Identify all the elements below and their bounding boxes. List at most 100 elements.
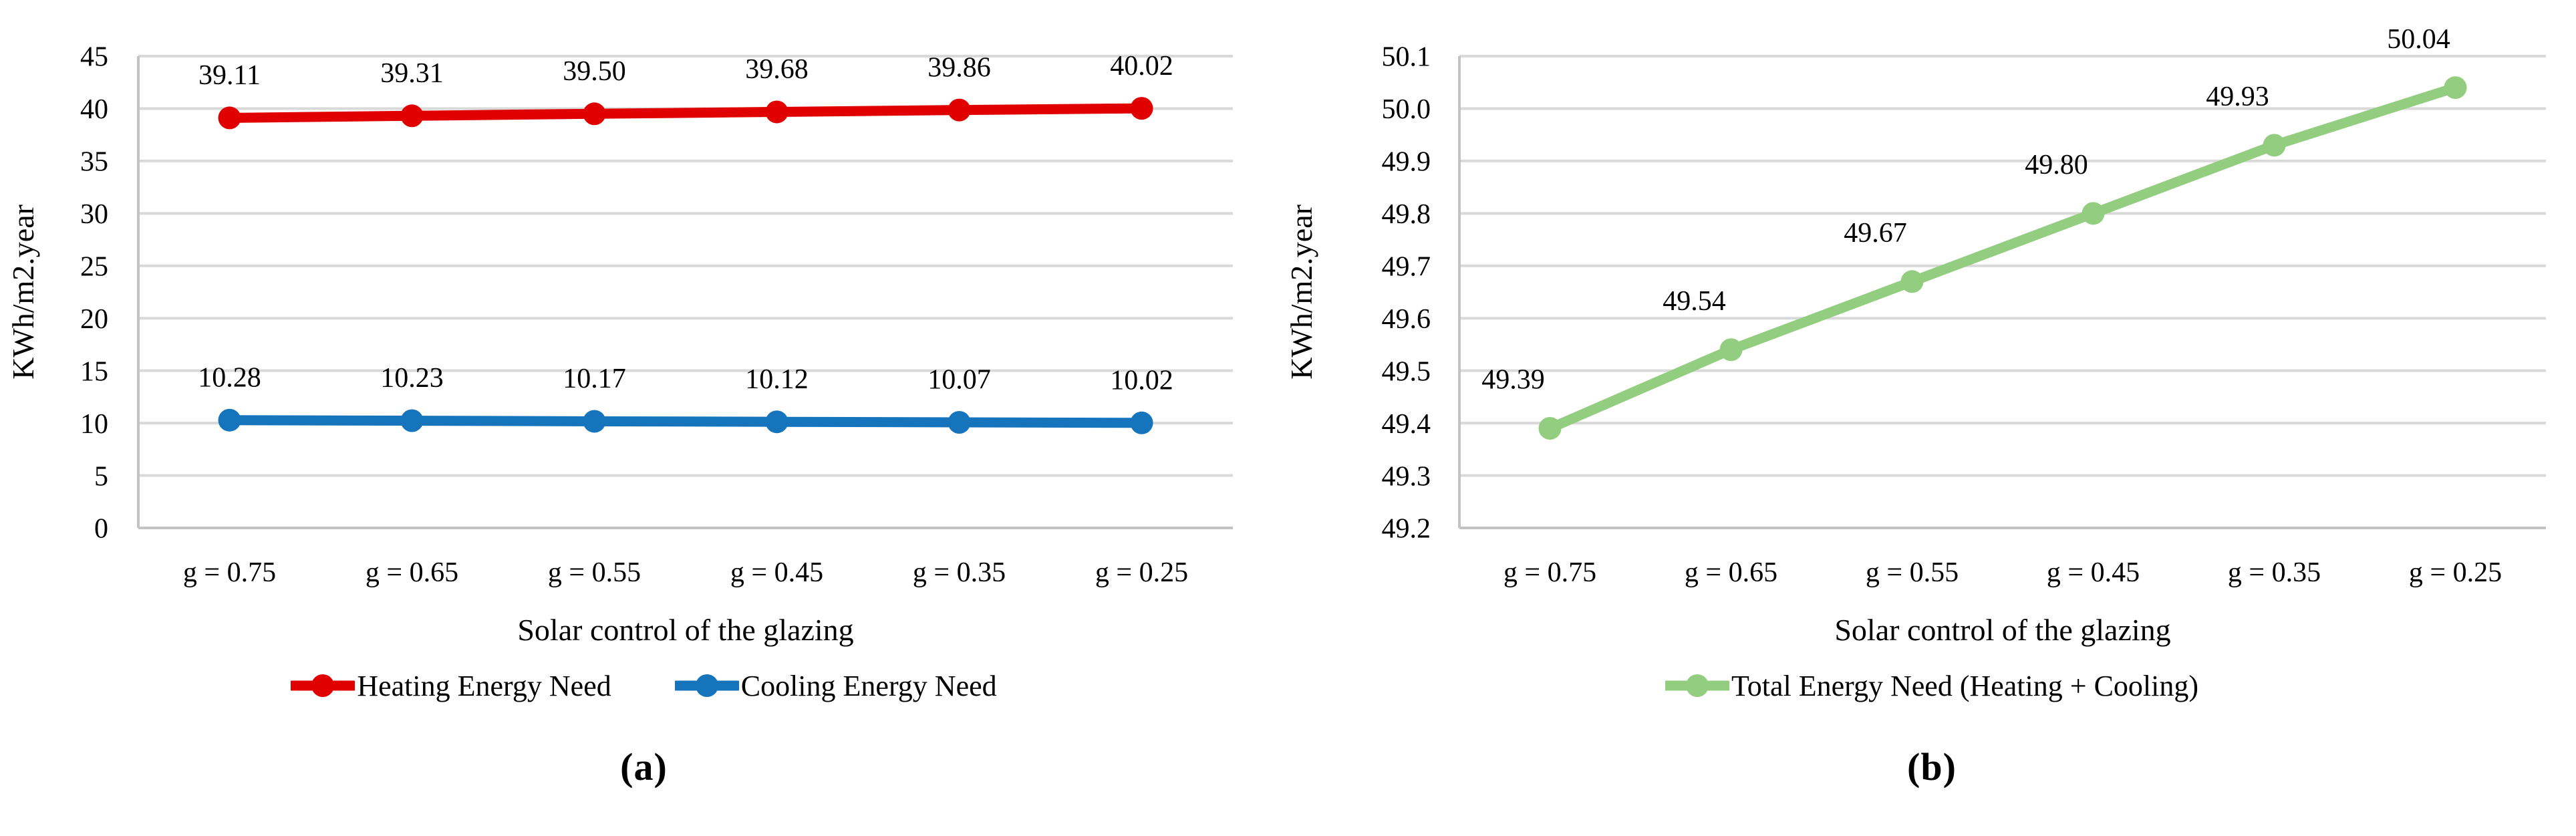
x-tick-label: g = 0.55 [548,557,641,588]
gridlines [138,55,1233,529]
panel-a-caption: (a) [0,744,1288,789]
x-tick-label: g = 0.45 [730,557,823,588]
series-line [1545,82,2460,434]
series: 10.28 10.23 10.17 10.12 10.07 10.02 [198,362,1173,434]
data-point-marker [948,98,971,122]
data-label: 10.28 [198,362,261,393]
data-point-marker [218,408,241,432]
data-label: 10.23 [380,363,444,394]
data-label: 39.68 [745,54,809,85]
y-tick-label: 49.8 [1382,199,1431,230]
data-point-marker [1719,338,1743,362]
data-point-marker [218,106,241,130]
data-point-marker [1130,97,1153,120]
legend-dot [695,674,718,697]
y-tick-label: 49.4 [1382,409,1431,440]
y-tick-label: 40 [80,94,108,125]
x-tick-label: g = 0.35 [2228,557,2321,588]
panel-b-caption: (b) [1288,744,2576,789]
x-tick-label: g = 0.25 [2409,557,2502,588]
data-point-marker [1900,270,1924,293]
data-point-marker [583,102,606,126]
legend-dot [311,674,335,697]
y-tick-label: 25 [80,251,108,282]
data-label: 49.93 [2206,82,2269,112]
data-point-marker [765,410,789,434]
y-tick-label: 35 [80,147,108,178]
series: 39.11 39.31 39.50 39.68 39.86 40.02 [198,51,1173,130]
axis-lines [137,56,1233,529]
y-tick-label: 49.9 [1382,147,1431,178]
y-tick-labels: 0 5 10 15 20 25 30 35 40 45 [80,42,108,545]
legend-item: Total Energy Need (Heating + Cooling) [1665,669,2198,703]
x-tick-labels: g = 0.75 g = 0.65 g = 0.55 g = 0.45 g = 0.35… [183,557,1188,588]
data-label: 49.39 [1481,365,1545,396]
y-tick-labels: 49.2 49.3 49.4 49.5 49.6 49.7 49.8 49.9 50.0 50.1 [1382,42,1431,545]
data-point-marker [948,411,971,434]
y-tick-label: 49.7 [1382,251,1431,282]
data-point-marker [2263,134,2286,157]
legend-marker-icon [1665,674,1729,697]
legend-marker-icon [674,674,739,697]
data-point-marker [2444,76,2467,100]
data-point-marker [1130,411,1153,434]
x-tick-label: g = 0.75 [1504,557,1596,588]
y-tick-label: 49.5 [1382,356,1431,387]
y-tick-label: 45 [80,42,108,73]
data-point-marker [765,100,789,124]
x-tick-label: g = 0.75 [183,557,276,588]
panel-a: 0 5 10 15 20 25 30 35 40 45 KWh/m2.year 39.11 39.31 3… [0,42,1288,789]
caption-a-text: (a) [620,745,668,789]
y-tick-label: 15 [80,356,108,387]
y-tick-label: 5 [94,461,108,492]
y-tick-label: 0 [94,514,108,545]
caption-b-text: (b) [1907,745,1957,789]
data-label: 39.50 [563,56,626,87]
chart-a-legend: Heating Energy Need Cooling Energy Need [0,662,1288,710]
data-label: 50.04 [2387,24,2450,55]
legend-item: Cooling Energy Need [674,669,997,703]
legend-item: Heating Energy Need [291,669,611,703]
data-point-marker [2082,202,2105,225]
series: 49.39 49.54 49.67 49.80 49.93 50.04 [1481,24,2467,440]
y-tick-label: 50.0 [1382,94,1431,125]
data-label: 49.67 [1844,218,1907,249]
data-label: 10.02 [1110,365,1173,396]
data-point-marker [1538,416,1562,440]
gridlines [1459,55,2546,529]
x-tick-label: g = 0.35 [913,557,1006,588]
legend-marker-icon [291,674,355,697]
data-label: 39.11 [198,60,261,91]
data-label: 40.02 [1110,51,1173,82]
legend-label: Total Energy Need (Heating + Cooling) [1731,669,2199,702]
data-label: 39.86 [927,52,991,83]
x-tick-label: g = 0.45 [2047,557,2140,588]
y-tick-label: 49.2 [1382,514,1431,545]
chart-b-legend: Total Energy Need (Heating + Cooling) [1288,662,2576,710]
series-line [225,103,1147,123]
y-axis-title: KWh/m2.year [6,204,40,380]
data-point-marker [400,409,424,432]
x-tick-label: g = 0.55 [1866,557,1959,588]
y-tick-label: 10 [80,409,108,440]
data-label: 10.12 [745,364,809,395]
y-tick-label: 20 [80,304,108,335]
x-tick-label: g = 0.25 [1095,557,1188,588]
legend-label: Heating Energy Need [357,669,611,702]
x-tick-label: g = 0.65 [366,557,458,588]
y-axis-title: KWh/m2.year [1288,204,1318,380]
data-label: 10.17 [563,364,626,394]
data-label: 49.54 [1663,286,1726,317]
panel-b: 49.2 49.3 49.4 49.5 49.6 49.7 49.8 49.9 50.0 50.1… [1288,0,2576,836]
x-axis-title: Solar control of the glazing [517,613,853,647]
y-tick-label: 50.1 [1382,42,1431,73]
chart-b-plot: 49.2 49.3 49.4 49.5 49.6 49.7 49.8 49.9 50.0 50.1… [1288,24,2546,647]
axis-lines [1458,56,2546,529]
data-label: 10.07 [927,365,991,396]
x-tick-labels: g = 0.75 g = 0.65 g = 0.55 g = 0.45 g = 0.35… [1504,557,2502,588]
y-tick-label: 30 [80,199,108,230]
series-line [225,415,1147,428]
x-axis-title: Solar control of the glazing [1834,613,2170,647]
